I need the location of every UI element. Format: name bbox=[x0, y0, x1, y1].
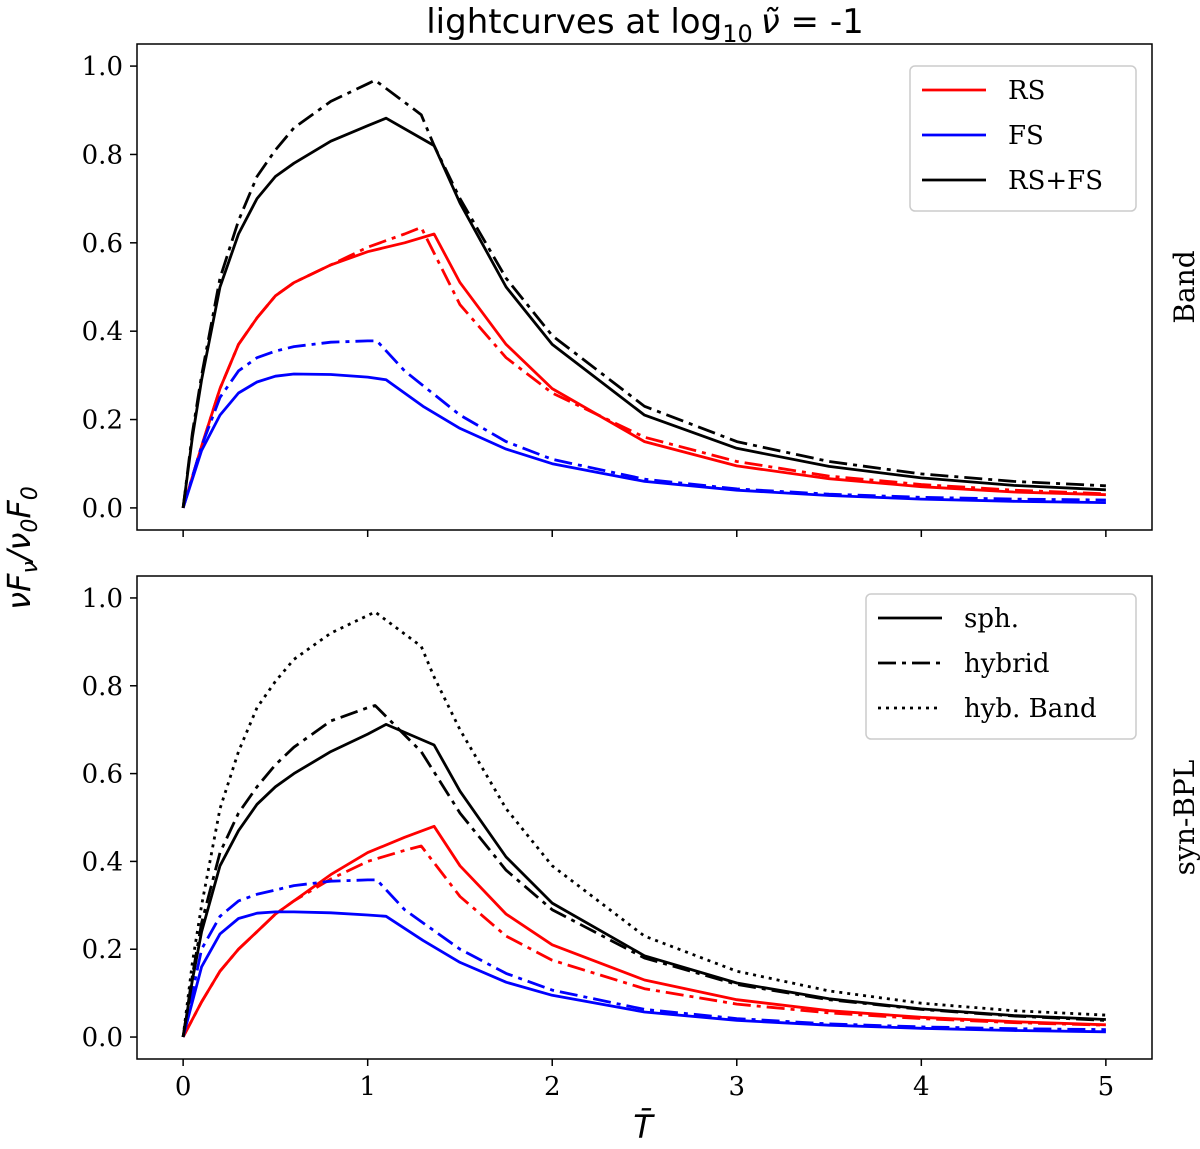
x-tick-label: 0 bbox=[175, 1072, 192, 1102]
x-tick-label: 4 bbox=[913, 1072, 930, 1102]
y-tick-label: 0.2 bbox=[82, 935, 123, 965]
y-tick-label: 0.8 bbox=[82, 672, 123, 702]
panel-band: 0.0 0.2 0.4 0.6 0.8 1.0 Band RS FS RS+FS bbox=[82, 43, 1200, 537]
series-line-rs-sph- bbox=[181, 824, 1106, 1038]
y-axis-label: νFν/ν0F0 bbox=[0, 486, 43, 610]
x-tick-label: 5 bbox=[1098, 1072, 1115, 1102]
panel-side-label: syn-BPL bbox=[1168, 760, 1200, 876]
legend: sph. hybrid hyb. Band bbox=[865, 593, 1137, 740]
figure-title: lightcurves at log10 ν̃ = -1 bbox=[426, 2, 864, 48]
legend-box bbox=[909, 65, 1137, 212]
plot-frame bbox=[136, 575, 1153, 1060]
y-tick-label: 0.2 bbox=[82, 406, 123, 436]
y-tick-label: 0.0 bbox=[82, 1023, 123, 1053]
y-tick-label: 0.6 bbox=[82, 229, 123, 259]
plot-frame bbox=[136, 43, 1153, 531]
legend: RS FS RS+FS bbox=[909, 65, 1137, 212]
x-tick-label: 1 bbox=[359, 1072, 376, 1102]
y-tick-label: 0.8 bbox=[82, 140, 123, 170]
series-line-fs-hybrid bbox=[181, 878, 1106, 1038]
x-axis-label: T̄ bbox=[633, 1107, 655, 1146]
series-line-rs-hybrid bbox=[181, 844, 1106, 1038]
legend-label: sph. bbox=[964, 604, 1019, 634]
series-line-rs-hybrid bbox=[181, 226, 1106, 509]
series-group bbox=[181, 610, 1106, 1038]
legend-label: RS+FS bbox=[1008, 166, 1103, 196]
y-tick-label: 0.0 bbox=[82, 494, 123, 524]
panel-side-label: Band bbox=[1168, 250, 1200, 323]
panel-syn-bpl: 0 1 2 3 4 5 0.0 0.2 0.4 0.6 0.8 1.0 syn-BPL sph. hybri… bbox=[82, 575, 1200, 1102]
y-tick-label: 0.4 bbox=[82, 847, 123, 877]
legend-label: hybrid bbox=[964, 649, 1049, 679]
series-line-rs-sph- bbox=[181, 232, 1106, 509]
series-line-fs-sph- bbox=[181, 372, 1106, 509]
x-tick-label: 3 bbox=[728, 1072, 745, 1102]
y-tick-label: 0.6 bbox=[82, 760, 123, 790]
y-tick-label: 1.0 bbox=[82, 52, 123, 82]
legend-label: hyb. Band bbox=[964, 694, 1097, 724]
legend-label: RS bbox=[1008, 76, 1045, 106]
legend-box bbox=[865, 593, 1137, 740]
series-line-fs-hybrid bbox=[181, 339, 1106, 509]
y-tick-label: 1.0 bbox=[82, 584, 123, 614]
series-group bbox=[181, 78, 1106, 509]
legend-label: FS bbox=[1008, 121, 1044, 151]
series-line-rs-fs-hybrid bbox=[181, 704, 1106, 1038]
y-tick-label: 0.4 bbox=[82, 317, 123, 347]
x-tick-label: 2 bbox=[544, 1072, 561, 1102]
series-line-rs-fs-hybrid bbox=[181, 78, 1106, 509]
series-line-rs-fs-hyb-band bbox=[181, 610, 1106, 1038]
series-line-fs-sph- bbox=[181, 910, 1106, 1038]
series-line-rs-fs-sph- bbox=[181, 116, 1106, 509]
